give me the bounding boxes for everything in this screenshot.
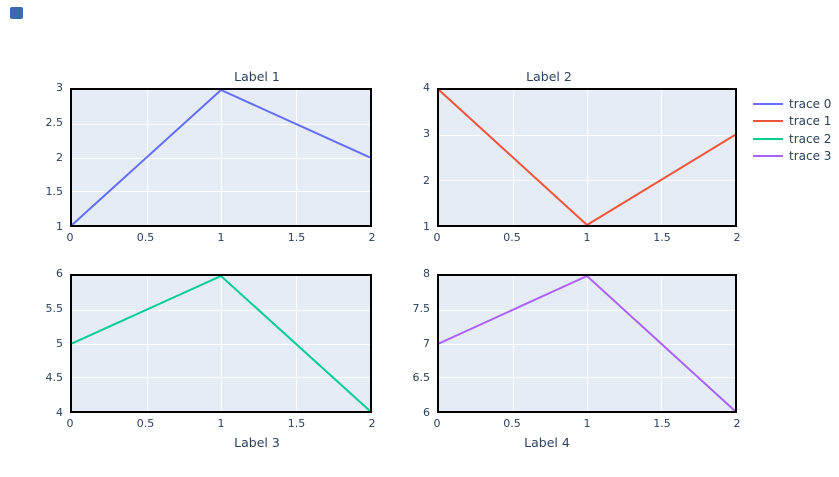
x-tick-label: 0 xyxy=(433,417,441,430)
legend: trace 0 trace 1 trace 2 trace 3 xyxy=(753,95,831,165)
y-tick-label: 1 xyxy=(423,220,430,233)
plot-area[interactable] xyxy=(70,274,372,413)
corner-marker xyxy=(10,7,23,19)
x-tick-label: 0.5 xyxy=(136,417,155,430)
gridline xyxy=(72,157,370,159)
subplot-title-2: Label 2 xyxy=(526,69,572,84)
plot-inner xyxy=(72,90,370,225)
legend-item-trace-3[interactable]: trace 3 xyxy=(753,148,831,166)
legend-item-trace-2[interactable]: trace 2 xyxy=(753,130,831,148)
y-tick-label: 3 xyxy=(56,81,63,94)
plot-inner xyxy=(439,276,735,411)
y-tick-label: 1 xyxy=(56,220,63,233)
legend-item-trace-1[interactable]: trace 1 xyxy=(753,113,831,131)
y-tick-label: 4 xyxy=(56,406,63,419)
y-tick-label: 6.5 xyxy=(412,371,431,385)
gridline xyxy=(72,123,370,125)
gridline xyxy=(72,343,370,345)
subplot-title-1: Label 1 xyxy=(234,69,280,84)
y-tick-label: 3 xyxy=(423,127,430,141)
x-tick-label: 1.5 xyxy=(653,231,671,244)
gridline xyxy=(439,377,735,379)
y-tick-label: 2 xyxy=(423,173,430,187)
gridline xyxy=(439,309,735,311)
y-tick-label: 6 xyxy=(423,406,430,419)
trace-line-trace-1 xyxy=(439,90,735,225)
x-tick-label: 0 xyxy=(433,231,441,244)
x-tick-label: 2 xyxy=(733,231,741,244)
xaxis-title-3: Label 3 xyxy=(234,435,280,450)
xaxis-title-4: Label 4 xyxy=(524,435,570,450)
legend-line-swatch xyxy=(753,137,783,140)
trace-line-trace-3 xyxy=(439,276,735,411)
legend-label: trace 1 xyxy=(789,114,832,129)
x-tick-label: 1 xyxy=(217,231,225,244)
legend-line-swatch xyxy=(753,120,783,123)
y-tick-label: 4 xyxy=(423,81,430,94)
gridline xyxy=(439,343,735,345)
legend-line-swatch xyxy=(753,155,783,158)
legend-item-trace-0[interactable]: trace 0 xyxy=(753,95,831,113)
y-tick-label: 2 xyxy=(56,150,63,164)
plot-inner xyxy=(72,276,370,411)
gridline xyxy=(587,90,588,225)
y-tick-label: 7 xyxy=(423,336,430,350)
gridline xyxy=(72,377,370,379)
legend-label: trace 0 xyxy=(789,96,832,111)
x-tick-label: 0.5 xyxy=(503,231,521,244)
x-tick-label: 1.5 xyxy=(287,417,306,430)
gridline xyxy=(439,180,735,181)
y-tick-label: 1.5 xyxy=(45,185,64,199)
x-tick-label: 1 xyxy=(217,417,225,430)
legend-line-swatch xyxy=(753,102,783,105)
plot-area[interactable] xyxy=(437,274,737,413)
x-tick-label: 1 xyxy=(583,231,591,244)
y-tick-label: 4.5 xyxy=(45,371,64,385)
trace-line-trace-2 xyxy=(72,276,370,411)
x-tick-label: 2 xyxy=(733,417,741,430)
x-tick-label: 0 xyxy=(66,417,74,430)
y-tick-label: 2.5 xyxy=(45,115,64,129)
subplot-label-2[interactable]: 0 0.5 1 1.5 2 1 2 3 4 xyxy=(423,82,741,244)
gridline xyxy=(661,90,662,225)
x-tick-label: 1 xyxy=(583,417,591,430)
trace-line-trace-0 xyxy=(72,90,370,225)
y-tick-label: 5.5 xyxy=(45,301,64,315)
gridline xyxy=(72,191,370,193)
legend-label: trace 3 xyxy=(789,149,832,164)
x-tick-label: 0.5 xyxy=(503,417,521,430)
x-tick-label: 1.5 xyxy=(653,417,671,430)
legend-label: trace 2 xyxy=(789,131,832,146)
y-tick-label: 5 xyxy=(56,336,63,350)
gridline xyxy=(439,135,735,136)
plot-inner xyxy=(439,90,735,225)
x-tick-label: 0 xyxy=(66,231,74,244)
plot-area[interactable] xyxy=(70,88,372,227)
subplot-label-1[interactable]: 0 0.5 1 1.5 2 1 1.5 2 2.5 3 xyxy=(46,82,376,244)
subplot-label-3[interactable]: 0 0.5 1 1.5 2 4 4.5 5 5.5 6 xyxy=(46,268,376,430)
gridline xyxy=(72,309,370,311)
subplot-label-4[interactable]: 0 0.5 1 1.5 2 6 6.5 7 7.5 8 xyxy=(413,268,741,430)
plot-area[interactable] xyxy=(437,88,737,227)
y-tick-label: 8 xyxy=(423,267,430,280)
x-tick-label: 1.5 xyxy=(287,231,306,244)
y-tick-label: 7.5 xyxy=(412,301,431,315)
x-tick-label: 0.5 xyxy=(136,231,155,244)
x-tick-label: 2 xyxy=(368,417,376,430)
x-tick-label: 2 xyxy=(368,231,376,244)
y-tick-label: 6 xyxy=(56,267,63,280)
